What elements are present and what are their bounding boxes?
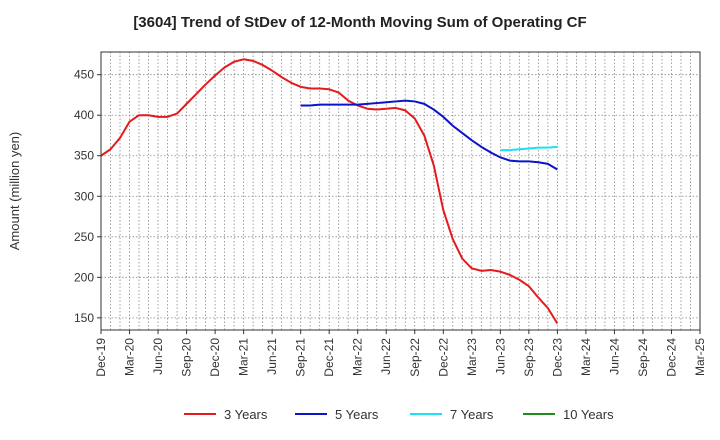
x-tick-label: Mar-25 bbox=[693, 338, 707, 376]
x-tick-label: Mar-20 bbox=[123, 338, 137, 376]
series-lines bbox=[100, 58, 559, 325]
x-tick-label: Dec-23 bbox=[550, 338, 564, 377]
y-axis-ticks: 150 200 250 300 350 400 450 bbox=[74, 68, 101, 325]
x-tick-label: Mar-24 bbox=[579, 338, 593, 376]
chart-title: [3604] Trend of StDev of 12-Month Moving… bbox=[133, 14, 586, 31]
x-tick-label: Dec-20 bbox=[208, 338, 222, 377]
x-tick-label: Jun-22 bbox=[379, 338, 393, 375]
x-tick-label: Sep-24 bbox=[636, 338, 650, 377]
x-tick-label: Jun-20 bbox=[151, 338, 165, 375]
x-tick-label: Jun-24 bbox=[607, 338, 621, 375]
y-tick-label: 450 bbox=[74, 68, 94, 82]
legend: 3 Years 5 Years 7 Years 10 Years bbox=[184, 407, 614, 422]
series-line-3-years bbox=[100, 58, 559, 325]
y-axis-label: Amount (million yen) bbox=[7, 132, 22, 251]
series-line-5-years bbox=[300, 99, 558, 171]
x-tick-label: Mar-22 bbox=[351, 338, 365, 376]
x-tick-label: Sep-23 bbox=[522, 338, 536, 377]
y-tick-label: 400 bbox=[74, 108, 94, 122]
x-tick-label: Sep-21 bbox=[294, 338, 308, 377]
x-tick-label: Mar-23 bbox=[465, 338, 479, 376]
plot-frame bbox=[100, 51, 701, 331]
x-tick-label: Mar-21 bbox=[237, 338, 251, 376]
x-axis-ticks: Dec-19 Mar-20 Jun-20 Sep-20 Dec-20 Mar-21 Jun-… bbox=[94, 330, 707, 377]
series-line-7-years bbox=[500, 145, 558, 152]
grid bbox=[101, 52, 700, 330]
legend-label: 3 Years bbox=[224, 407, 268, 422]
y-tick-label: 300 bbox=[74, 189, 94, 203]
y-tick-label: 350 bbox=[74, 149, 94, 163]
y-tick-label: 250 bbox=[74, 230, 94, 244]
x-tick-label: Jun-23 bbox=[493, 338, 507, 375]
legend-label: 5 Years bbox=[335, 407, 379, 422]
x-tick-label: Dec-21 bbox=[322, 338, 336, 377]
y-tick-label: 200 bbox=[74, 270, 94, 284]
y-tick-label: 150 bbox=[74, 311, 94, 325]
x-tick-label: Sep-20 bbox=[180, 338, 194, 377]
legend-label: 10 Years bbox=[563, 407, 614, 422]
x-tick-label: Dec-24 bbox=[664, 338, 678, 377]
x-tick-label: Sep-22 bbox=[408, 338, 422, 377]
x-tick-label: Dec-22 bbox=[436, 338, 450, 377]
x-tick-label: Dec-19 bbox=[94, 338, 108, 377]
legend-label: 7 Years bbox=[450, 407, 494, 422]
x-tick-label: Jun-21 bbox=[265, 338, 279, 375]
